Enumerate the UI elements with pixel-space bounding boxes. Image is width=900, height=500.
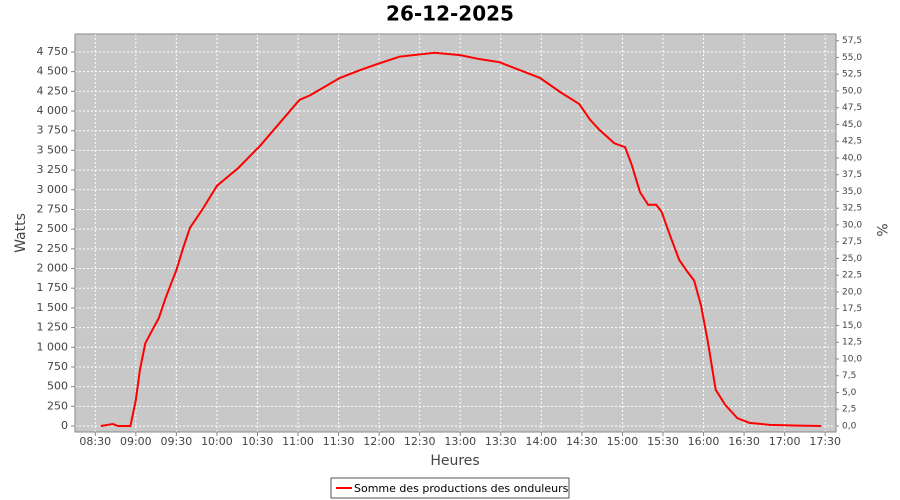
y2-tick-label: 7,5 xyxy=(842,371,856,381)
y2-tick-label: 12,5 xyxy=(842,338,862,348)
y2-tick-label: 52,5 xyxy=(842,70,862,80)
y-tick-label: 500 xyxy=(47,380,68,393)
y2-tick-label: 2,5 xyxy=(842,405,856,415)
y-tick-label: 3 000 xyxy=(37,183,69,196)
y-tick-label: 1 500 xyxy=(37,301,69,314)
x-tick-label: 14:00 xyxy=(525,435,557,448)
y2-tick-label: 5,0 xyxy=(842,388,857,398)
y-tick-label: 4 500 xyxy=(37,65,69,78)
y-tick-label: 3 500 xyxy=(37,143,69,156)
legend xyxy=(330,477,570,499)
x-axis-label: Heures xyxy=(430,453,479,469)
x-tick-label: 12:00 xyxy=(363,435,395,448)
y2-tick-label: 50,0 xyxy=(842,86,862,96)
y2-tick-label: 57,5 xyxy=(842,36,862,46)
y-tick-label: 4 000 xyxy=(37,104,69,117)
plot-border xyxy=(74,33,837,433)
x-tick-label: 09:00 xyxy=(120,435,152,448)
x-tick-label: 13:00 xyxy=(444,435,476,448)
y-tick-label: 3 750 xyxy=(37,124,69,137)
y2-tick-label: 20,0 xyxy=(842,287,862,297)
y2-tick-label: 55,0 xyxy=(842,53,862,63)
y2-tick-label: 17,5 xyxy=(842,304,862,314)
x-tick-label: 17:00 xyxy=(769,435,801,448)
legend-label: Somme des productions des onduleurs xyxy=(354,482,569,495)
x-tick-label: 16:30 xyxy=(728,435,760,448)
y2-tick-label: 37,5 xyxy=(842,170,862,180)
y2-tick-label: 0,0 xyxy=(842,421,857,431)
x-tick-label: 17:30 xyxy=(809,435,841,448)
x-tick-label: 10:30 xyxy=(242,435,274,448)
line xyxy=(100,51,822,428)
y2-tick-label: 25,0 xyxy=(842,254,862,264)
x-tick-label: 09:30 xyxy=(161,435,193,448)
y-tick-label: 2 000 xyxy=(37,262,69,275)
x-tick-label: 14:30 xyxy=(566,435,598,448)
y2-tick-label: 27,5 xyxy=(842,237,862,247)
y-tick-label: 1 250 xyxy=(37,321,69,334)
y2-tick-label: 22,5 xyxy=(842,271,862,281)
y-tick-label: 1 000 xyxy=(37,340,69,353)
y-axis-label: Watts xyxy=(13,213,29,253)
y2-tick-label: 47,5 xyxy=(842,103,862,113)
y-tick-label: 2 750 xyxy=(37,202,69,215)
y-tick-label: 4 250 xyxy=(37,84,69,97)
y2-tick-label: 35,0 xyxy=(842,187,862,197)
y-tick-label: 2 500 xyxy=(37,222,69,235)
x-tick-label: 08:30 xyxy=(79,435,111,448)
y2-tick-label: 45,0 xyxy=(842,120,862,130)
x-tick-label: 15:30 xyxy=(647,435,679,448)
y-tick-label: 4 750 xyxy=(37,45,69,58)
x-tick-label: 10:00 xyxy=(201,435,233,448)
y2-axis-label: % xyxy=(873,223,889,236)
y2-tick-label: 30,0 xyxy=(842,220,862,230)
plot-area xyxy=(75,34,836,432)
y2-tick-label: 10,0 xyxy=(842,354,862,364)
chart-title: 26-12-2025 xyxy=(386,2,514,26)
y2-tick-label: 42,5 xyxy=(842,137,862,147)
x-tick-label: 12:30 xyxy=(404,435,436,448)
x-tick-label: 16:00 xyxy=(688,435,720,448)
y2-tick-label: 32,5 xyxy=(842,204,862,214)
y-tick-label: 3 250 xyxy=(37,163,69,176)
y2-tick-label: 40,0 xyxy=(842,153,862,163)
y-tick-label: 0 xyxy=(61,419,68,432)
y-tick-label: 750 xyxy=(47,360,68,373)
x-tick-label: 15:00 xyxy=(607,435,639,448)
y-tick-label: 1 750 xyxy=(37,281,69,294)
y2-tick-label: 15,0 xyxy=(842,321,862,331)
x-tick-label: 11:30 xyxy=(323,435,355,448)
y-tick-label: 250 xyxy=(47,399,68,412)
y-tick-label: 2 250 xyxy=(37,242,69,255)
x-tick-label: 13:30 xyxy=(485,435,517,448)
x-tick-label: 11:00 xyxy=(282,435,314,448)
